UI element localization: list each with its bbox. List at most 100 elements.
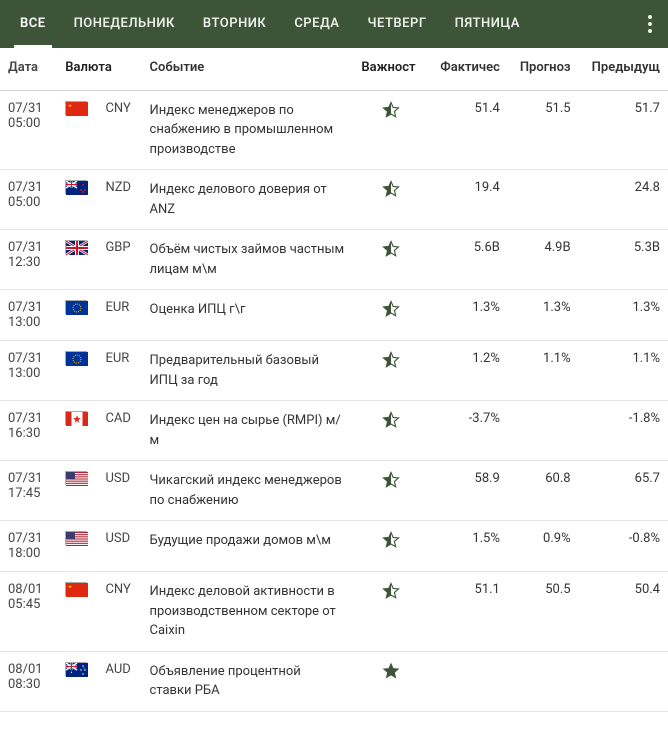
cell-importance [353, 521, 427, 572]
cell-currency: CNY [97, 90, 141, 170]
tab-все[interactable]: ВСЕ [6, 0, 60, 48]
importance-star-icon [382, 471, 400, 489]
importance-star-icon [382, 351, 400, 369]
cell-currency: CNY [97, 572, 141, 652]
importance-star-icon [382, 180, 400, 198]
cell-importance [353, 341, 427, 401]
cell-event: Индекс цен на сырье (RMPI) м/м [142, 401, 354, 461]
tab-четверг[interactable]: ЧЕТВЕРГ [353, 0, 440, 48]
cell-date: 07/3105:00 [0, 90, 57, 170]
cell-actual: 51.1 [428, 572, 508, 652]
tab-среда[interactable]: СРЕДА [280, 0, 353, 48]
cell-event: Оценка ИПЦ г\г [142, 290, 354, 341]
tab-вторник[interactable]: ВТОРНИК [189, 0, 280, 48]
cell-importance [353, 572, 427, 652]
col-header-forecast: Прогноз [508, 48, 579, 90]
cell-flag [57, 461, 97, 521]
cell-event: Будущие продажи домов м\м [142, 521, 354, 572]
cell-actual [428, 651, 508, 711]
australia-flag-icon [65, 662, 87, 676]
cell-previous: 65.7 [579, 461, 668, 521]
tab-понедельник[interactable]: ПОНЕДЕЛЬНИК [60, 0, 189, 48]
importance-star-icon [382, 300, 400, 318]
cell-forecast: 60.8 [508, 461, 579, 521]
importance-star-icon [382, 582, 400, 600]
cell-forecast [508, 170, 579, 230]
table-row[interactable]: 07/3105:00 CNYИндекс менеджеров по снабже… [0, 90, 668, 170]
cell-event: Индекс менеджеров по снабжению в промышл… [142, 90, 354, 170]
importance-star-icon [382, 411, 400, 429]
eu-flag-icon [65, 351, 87, 365]
importance-star-icon [382, 101, 400, 119]
table-row[interactable]: 07/3105:00NZDИндекс делового доверия от … [0, 170, 668, 230]
cell-currency: EUR [97, 341, 141, 401]
cell-forecast: 50.5 [508, 572, 579, 652]
cell-previous: 51.7 [579, 90, 668, 170]
more-menu-icon[interactable] [638, 12, 662, 36]
tab-пятница[interactable]: ПЯТНИЦА [441, 0, 534, 48]
cell-date: 07/3116:30 [0, 401, 57, 461]
cell-actual: 51.4 [428, 90, 508, 170]
uk-flag-icon [65, 240, 87, 254]
canada-flag-icon [65, 411, 87, 425]
china-flag-icon [65, 582, 87, 596]
cell-importance [353, 461, 427, 521]
cell-date: 07/3117:45 [0, 461, 57, 521]
cell-flag [57, 341, 97, 401]
cell-date: 07/3118:00 [0, 521, 57, 572]
cell-previous: 5.3B [579, 230, 668, 290]
new-zealand-flag-icon [65, 180, 87, 194]
col-header-date: Дата [0, 48, 57, 90]
cell-currency: NZD [97, 170, 141, 230]
cell-currency: GBP [97, 230, 141, 290]
us-flag-icon [65, 531, 87, 545]
cell-flag [57, 651, 97, 711]
table-row[interactable]: 07/3116:30CADИндекс цен на сырье (RMPI) … [0, 401, 668, 461]
cell-currency: EUR [97, 290, 141, 341]
cell-previous: 24.8 [579, 170, 668, 230]
cell-actual: 58.9 [428, 461, 508, 521]
cell-flag [57, 572, 97, 652]
table-row[interactable]: 08/0105:45CNYИндекс деловой активности в… [0, 572, 668, 652]
cell-importance [353, 230, 427, 290]
cell-previous: 1.1% [579, 341, 668, 401]
cell-forecast: 1.3% [508, 290, 579, 341]
cell-forecast: 4.9B [508, 230, 579, 290]
cell-forecast [508, 401, 579, 461]
cell-actual: 1.5% [428, 521, 508, 572]
cell-forecast: 0.9% [508, 521, 579, 572]
cell-actual: 1.2% [428, 341, 508, 401]
table-row[interactable]: 07/3113:00 EURПредварительный базовый ИПЦ… [0, 341, 668, 401]
cell-forecast: 51.5 [508, 90, 579, 170]
cell-date: 08/0108:30 [0, 651, 57, 711]
cell-flag [57, 290, 97, 341]
cell-actual: -3.7% [428, 401, 508, 461]
cell-flag [57, 90, 97, 170]
cell-previous: -0.8% [579, 521, 668, 572]
cell-event: Объём чистых займов частным лицам м\м [142, 230, 354, 290]
cell-previous: -1.8% [579, 401, 668, 461]
col-header-currency: Валюта [57, 48, 141, 90]
china-flag-icon [65, 101, 87, 115]
tabs-bar: ВСЕПОНЕДЕЛЬНИКВТОРНИКСРЕДАЧЕТВЕРГПЯТНИЦА [0, 0, 668, 48]
cell-date: 07/3113:00 [0, 341, 57, 401]
col-header-importance: Важност [353, 48, 427, 90]
cell-currency: USD [97, 521, 141, 572]
table-row[interactable]: 07/3117:45USDЧикагский индекс менеджеров… [0, 461, 668, 521]
cell-event: Индекс делового доверия от ANZ [142, 170, 354, 230]
cell-currency: AUD [97, 651, 141, 711]
table-row[interactable]: 07/3113:00EURОценка ИПЦ г\г 1.3%1.3%1.3% [0, 290, 668, 341]
cell-date: 08/0105:45 [0, 572, 57, 652]
cell-importance [353, 90, 427, 170]
col-header-event: Событие [142, 48, 354, 90]
cell-event: Предварительный базовый ИПЦ за год [142, 341, 354, 401]
cell-previous [579, 651, 668, 711]
col-header-previous: Предыдущ [579, 48, 668, 90]
cell-actual: 5.6B [428, 230, 508, 290]
cell-event: Объявление процентной ставки РБА [142, 651, 354, 711]
table-row[interactable]: 07/3112:30GBPОбъём чистых займов частным… [0, 230, 668, 290]
cell-previous: 50.4 [579, 572, 668, 652]
table-row[interactable]: 08/0108:30 AUDОбъявление процентной ставк… [0, 651, 668, 711]
table-row[interactable]: 07/3118:00 USDБудущие продажи домов м\м 1… [0, 521, 668, 572]
cell-importance [353, 651, 427, 711]
